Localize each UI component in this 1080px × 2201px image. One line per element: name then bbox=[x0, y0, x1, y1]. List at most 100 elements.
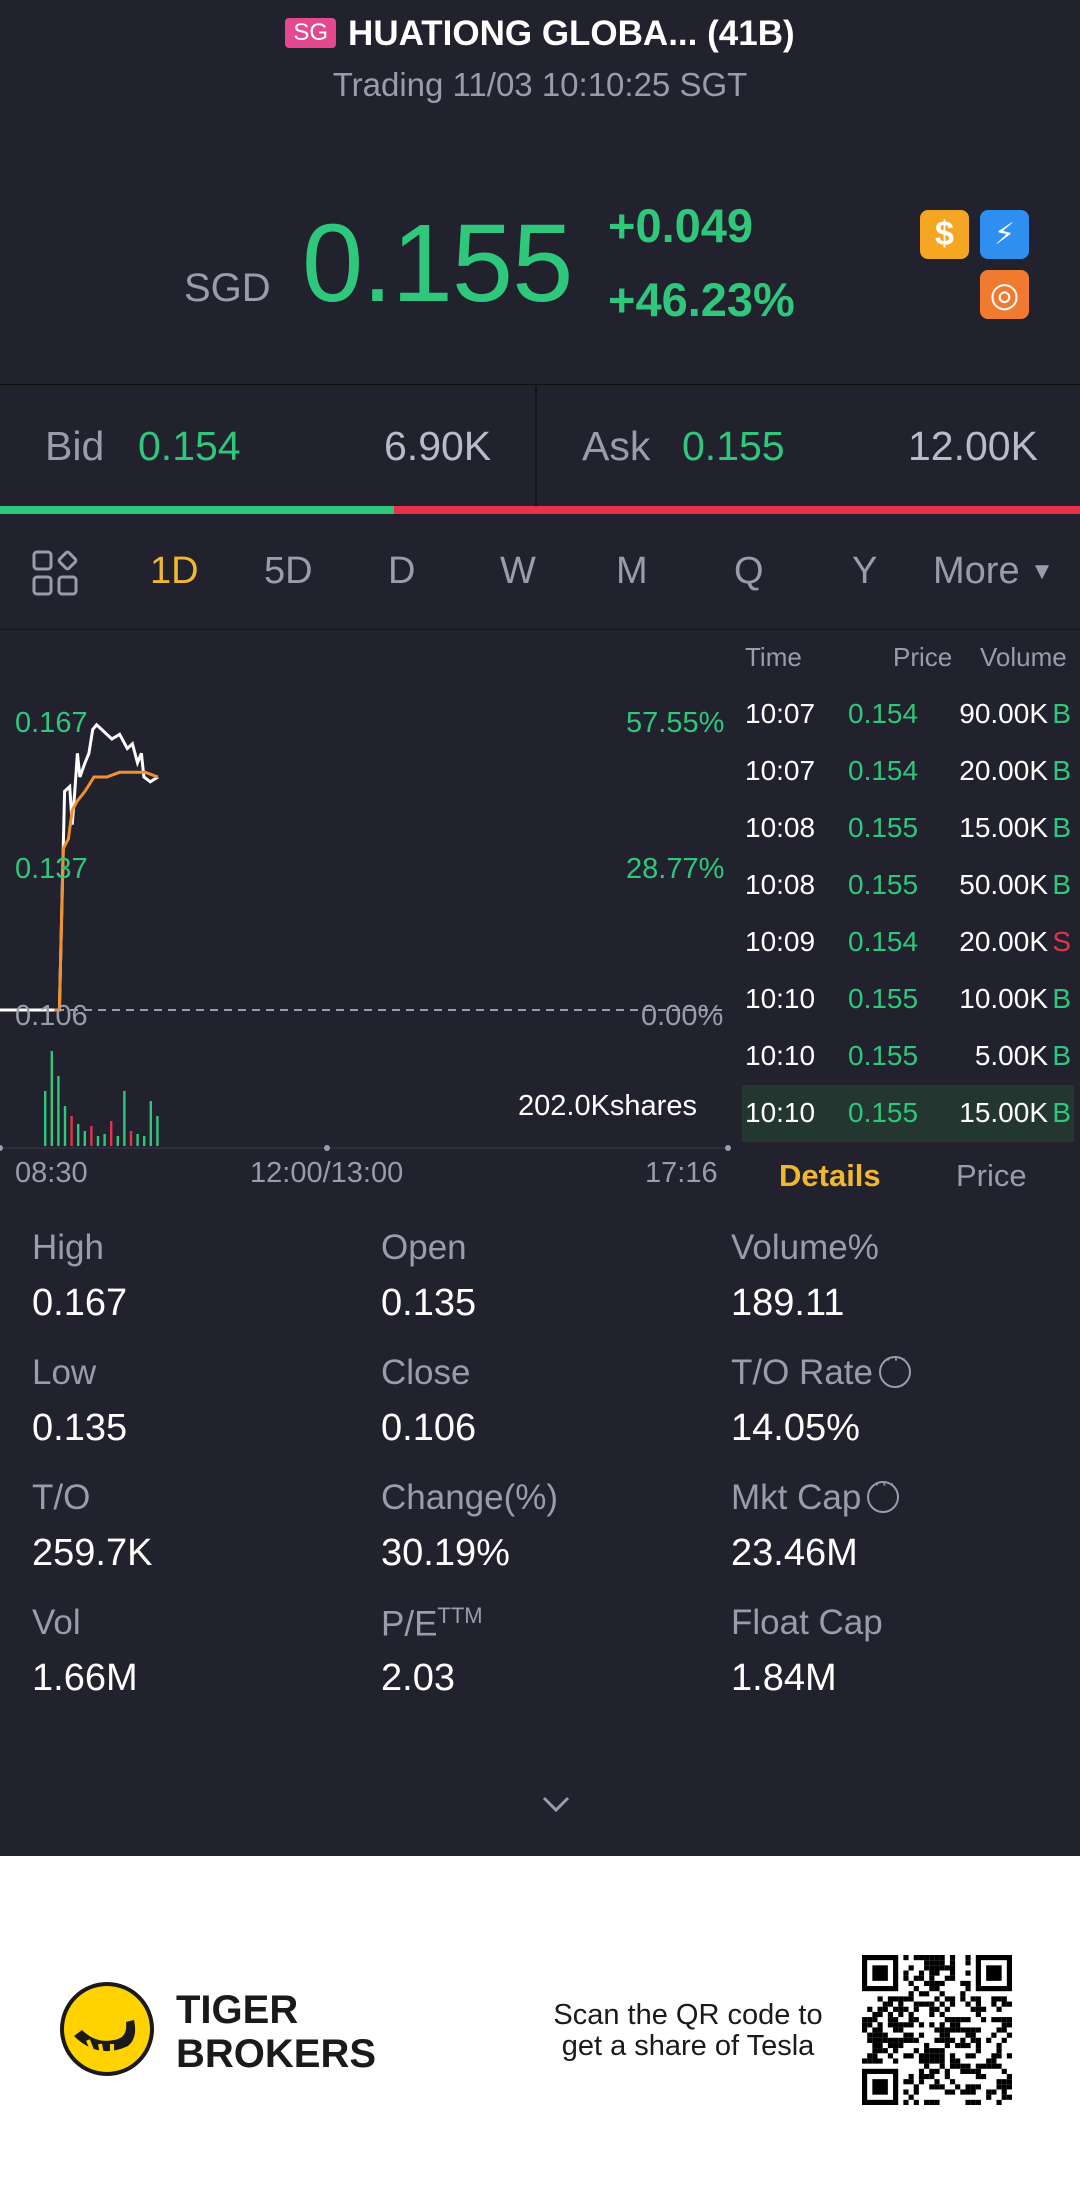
layout-grid-icon[interactable] bbox=[32, 550, 78, 596]
tab-m[interactable]: M bbox=[616, 550, 648, 592]
qr-module bbox=[898, 2001, 904, 2007]
qr-module bbox=[965, 1970, 971, 1976]
expand-chevron-icon[interactable] bbox=[538, 1792, 574, 1816]
volume-bar bbox=[90, 1126, 93, 1146]
qr-module bbox=[903, 2053, 909, 2059]
qr-module bbox=[1006, 2073, 1012, 2080]
qr-module bbox=[960, 2063, 966, 2069]
qr-module bbox=[975, 2011, 981, 2018]
qr-module bbox=[918, 2073, 925, 2080]
flash-badge-icon[interactable]: ⚡ bbox=[980, 210, 1029, 259]
qr-module bbox=[939, 2063, 945, 2069]
qr-module bbox=[939, 2001, 945, 2007]
ticks-header-time: Time bbox=[745, 642, 802, 672]
tab-y[interactable]: Y bbox=[852, 550, 878, 592]
stat-value: 2.03 bbox=[381, 1657, 455, 1699]
qr-module bbox=[867, 2032, 873, 2038]
qr-module bbox=[877, 2011, 883, 2018]
qr-module bbox=[1001, 2027, 1007, 2033]
qr-module bbox=[965, 1955, 971, 1961]
tab-details[interactable]: Details bbox=[779, 1158, 881, 1193]
tab-d[interactable]: D bbox=[388, 550, 416, 592]
qr-module bbox=[955, 2017, 961, 2023]
qr-module bbox=[975, 2001, 981, 2007]
qr-module bbox=[991, 2063, 997, 2069]
bid-ask-panel[interactable] bbox=[0, 384, 1080, 508]
tab-5d[interactable]: 5D bbox=[264, 550, 313, 592]
qr-module bbox=[939, 1965, 945, 1971]
qr-module bbox=[970, 1996, 976, 2002]
qr-module bbox=[1006, 2094, 1012, 2100]
qr-module bbox=[934, 2084, 940, 2090]
qr-module bbox=[934, 2079, 940, 2085]
qr-module bbox=[918, 2022, 925, 2028]
ask-label: Ask bbox=[582, 423, 651, 469]
qr-module bbox=[934, 2037, 940, 2043]
margin-badge-icon[interactable]: ◎ bbox=[980, 270, 1029, 319]
qr-module bbox=[991, 2032, 997, 2038]
qr-module bbox=[893, 2048, 899, 2054]
qr-module bbox=[872, 2017, 878, 2023]
qr-module bbox=[939, 2037, 945, 2043]
info-icon[interactable] bbox=[878, 1348, 911, 1388]
qr-module bbox=[939, 2022, 945, 2028]
qr-module bbox=[991, 2089, 997, 2095]
tab-q[interactable]: Q bbox=[734, 550, 764, 592]
qr-module bbox=[949, 2027, 956, 2033]
tab-price[interactable]: Price bbox=[956, 1158, 1027, 1193]
volume-bar bbox=[63, 1106, 67, 1146]
qr-module bbox=[970, 2068, 976, 2074]
qr-module bbox=[970, 2084, 976, 2090]
qr-module bbox=[949, 1960, 956, 1966]
qr-module bbox=[949, 2079, 956, 2085]
stat-value: 1.66M bbox=[32, 1657, 138, 1699]
info-icon[interactable] bbox=[867, 1473, 900, 1513]
price-axis-high: 0.167 bbox=[15, 707, 88, 739]
qr-module bbox=[924, 2058, 930, 2064]
tab-w[interactable]: W bbox=[500, 550, 536, 592]
qr-module bbox=[944, 1996, 950, 2002]
tick-time: 10:07 bbox=[745, 698, 816, 729]
tick-price: 0.155 bbox=[848, 812, 919, 843]
dollar-badge-icon[interactable]: $ bbox=[920, 210, 969, 259]
stat-label: T/O Rate bbox=[731, 1348, 911, 1393]
qr-module bbox=[877, 2037, 883, 2043]
volume-bar bbox=[96, 1136, 100, 1146]
qr-module bbox=[908, 2017, 914, 2023]
qr-module bbox=[939, 1960, 945, 1966]
qr-module bbox=[929, 1965, 935, 1971]
scan-line-2: get a share of Tesla bbox=[561, 2030, 815, 2062]
qr-module bbox=[872, 2048, 878, 2054]
qr-module bbox=[882, 2001, 888, 2007]
qr-module bbox=[949, 1996, 956, 2002]
qr-module bbox=[903, 2089, 909, 2095]
stat-label-text: P/E bbox=[381, 1604, 438, 1644]
qr-module bbox=[960, 1996, 966, 2002]
qr-module bbox=[924, 2001, 930, 2007]
intraday-chart[interactable] bbox=[0, 632, 740, 1172]
qr-module bbox=[908, 2022, 914, 2028]
qr-module bbox=[867, 2006, 873, 2012]
volume-bar bbox=[156, 1116, 159, 1146]
stat-value: 0.135 bbox=[381, 1282, 477, 1324]
qr-module bbox=[970, 2099, 976, 2105]
qr-module bbox=[887, 1996, 894, 2002]
tab-1d[interactable]: 1D bbox=[150, 550, 199, 592]
tick-row: 10:10 0.155 5.00K B bbox=[742, 1028, 1074, 1085]
qr-module bbox=[1001, 2094, 1007, 2100]
qr-module bbox=[887, 2037, 894, 2043]
qr-module bbox=[975, 1996, 981, 2002]
qr-module bbox=[862, 2022, 868, 2028]
pct-axis-low: 0.00% bbox=[641, 1000, 724, 1032]
qr-module bbox=[908, 2011, 914, 2018]
volume-bar bbox=[110, 1121, 113, 1146]
tab-more[interactable]: More ▼ bbox=[933, 550, 1054, 593]
qr-module bbox=[872, 2037, 878, 2043]
qr-module bbox=[908, 2073, 914, 2080]
qr-module bbox=[991, 2001, 997, 2007]
tick-price: 0.154 bbox=[848, 698, 919, 729]
tick-price: 0.155 bbox=[848, 1040, 919, 1071]
qr-module bbox=[934, 2068, 940, 2074]
stock-name: HUATIONG GLOBA... (41B) bbox=[348, 14, 795, 53]
qr-module bbox=[944, 2032, 950, 2038]
